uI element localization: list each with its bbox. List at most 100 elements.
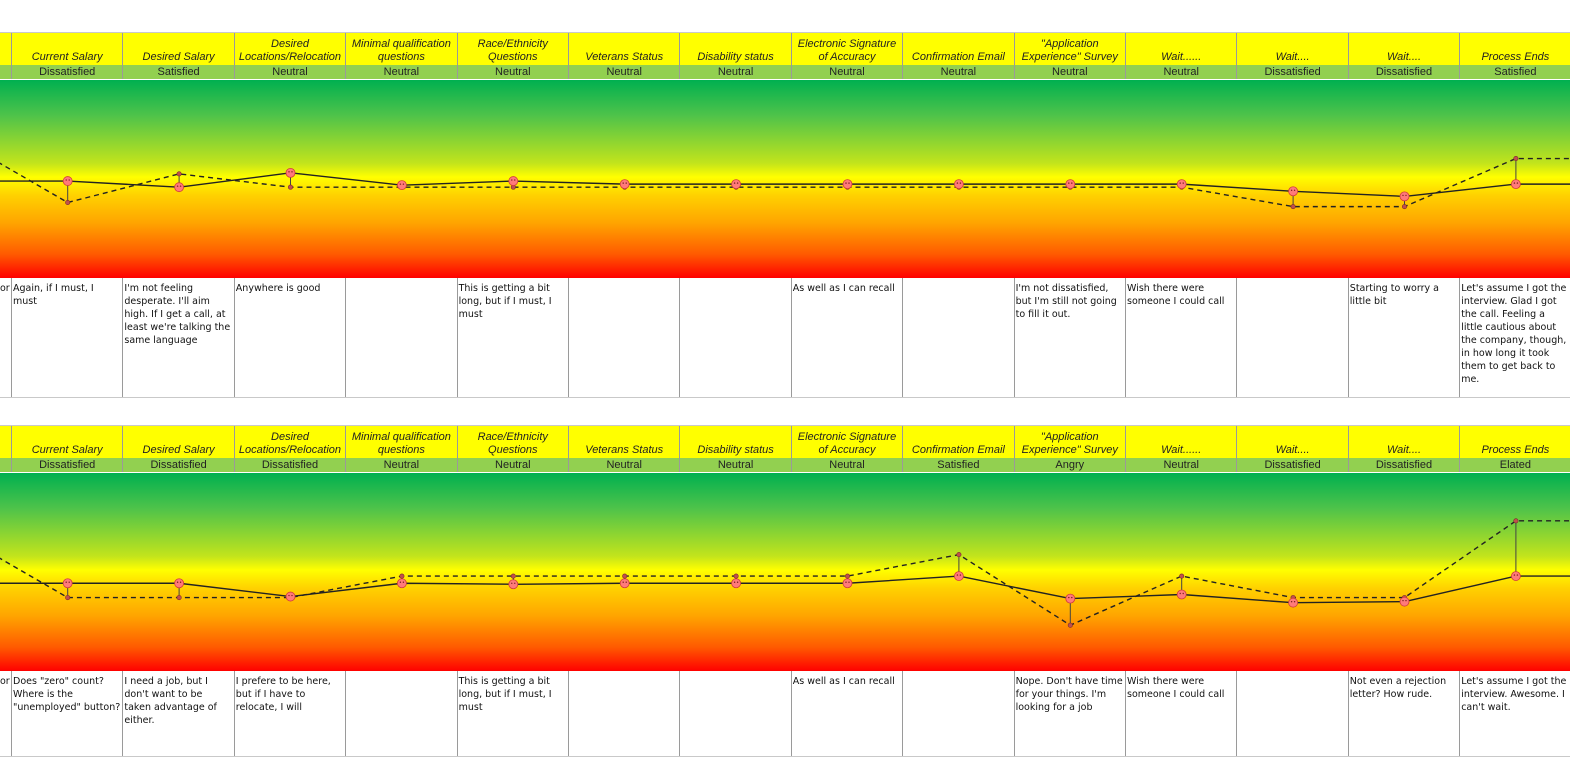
column-divider bbox=[790, 278, 792, 398]
face-eye bbox=[845, 581, 847, 583]
face-eye bbox=[176, 185, 179, 187]
column-divider bbox=[1347, 671, 1349, 757]
expectation-point bbox=[1179, 573, 1185, 579]
face-eye bbox=[1182, 592, 1184, 595]
face-eye bbox=[959, 574, 962, 576]
experience-point bbox=[1176, 179, 1187, 190]
header-cell-partial bbox=[0, 426, 12, 458]
expectation-point bbox=[287, 184, 293, 190]
emotion-label: Satisfied bbox=[1460, 65, 1570, 79]
step-header: Process Ends bbox=[1460, 33, 1570, 65]
column-divider bbox=[1347, 278, 1349, 398]
face-eye bbox=[399, 581, 402, 583]
face-eye bbox=[291, 171, 293, 173]
emotion-label: Neutral bbox=[346, 458, 458, 472]
face-eye bbox=[956, 574, 959, 576]
step-header: Desired Salary bbox=[123, 426, 235, 458]
step-note: This is getting a bit long, but if I mus… bbox=[458, 283, 552, 320]
column-divider bbox=[1013, 278, 1015, 398]
emotion-label: Neutral bbox=[680, 65, 792, 79]
column-divider bbox=[1459, 278, 1461, 398]
step-header: Current Salary bbox=[12, 33, 124, 65]
experience-point bbox=[842, 179, 853, 190]
column-divider bbox=[1125, 278, 1126, 398]
face-eye bbox=[736, 581, 739, 583]
experience-point bbox=[285, 167, 296, 178]
emotion-label: Neutral bbox=[791, 458, 904, 472]
step-header: Disability status bbox=[680, 426, 792, 458]
block-bottom-border bbox=[0, 756, 1570, 757]
expectation-point bbox=[956, 552, 962, 558]
experience-point bbox=[619, 179, 630, 190]
emotion-label: Satisfied bbox=[903, 458, 1015, 472]
emotion-label: Dissatisfied bbox=[1237, 458, 1349, 472]
face-eye bbox=[1182, 182, 1184, 184]
face-eye bbox=[176, 581, 179, 583]
step-note: Again, if I must, I must bbox=[13, 283, 94, 307]
step-note: As well as I can recall bbox=[792, 283, 895, 294]
step-header: Veterans Status bbox=[569, 33, 681, 65]
experience-point bbox=[1176, 589, 1187, 600]
face-eye bbox=[845, 182, 847, 184]
step-header: Race/Ethnicity Questions bbox=[457, 426, 569, 458]
face-eye bbox=[733, 182, 736, 184]
experience-point bbox=[731, 578, 741, 589]
experience-point bbox=[1288, 597, 1298, 608]
experience-point bbox=[1065, 593, 1076, 604]
emotion-label: Dissatisfied bbox=[1348, 65, 1461, 79]
step-header: Minimal qualification questions bbox=[346, 426, 458, 458]
step-header: Desired Locations/Relocation bbox=[234, 426, 347, 458]
face-eye bbox=[1071, 596, 1073, 599]
emotion-line-chart bbox=[0, 518, 1570, 628]
face-eye bbox=[956, 182, 959, 184]
expectation-point bbox=[733, 573, 739, 579]
experience-point bbox=[62, 176, 73, 186]
face-eye bbox=[622, 182, 624, 184]
emotion-label: Neutral bbox=[1126, 458, 1238, 472]
column-divider bbox=[233, 671, 235, 757]
face-eye bbox=[1405, 599, 1407, 602]
face-eye bbox=[1179, 592, 1181, 595]
step-header: Wait...... bbox=[1126, 33, 1238, 65]
emotion-cell-partial bbox=[0, 65, 12, 79]
emotion-label: Satisfied bbox=[123, 65, 235, 79]
column-divider bbox=[1459, 671, 1461, 757]
face-eye bbox=[291, 594, 293, 597]
step-note: I'm not feeling desperate. I'll aim high… bbox=[124, 283, 231, 346]
experience-point bbox=[954, 571, 964, 581]
emotion-label: Dissatisfied bbox=[1237, 65, 1349, 79]
expectation-point bbox=[844, 573, 850, 579]
experience-point bbox=[62, 578, 73, 589]
experience-point bbox=[174, 182, 185, 193]
emotion-label: Neutral bbox=[457, 65, 569, 79]
step-note: Wish there were someone I could call bbox=[1127, 283, 1225, 307]
column-divider bbox=[1236, 671, 1238, 757]
expectation-point bbox=[1513, 518, 1519, 524]
note-fragment: or bbox=[0, 676, 10, 687]
column-divider bbox=[233, 278, 235, 398]
notes-row: or Again, if I must, I must I'm not feelin… bbox=[0, 278, 1570, 398]
column-divider bbox=[456, 671, 458, 757]
expectation-point bbox=[1067, 622, 1073, 628]
step-header: Wait.... bbox=[1237, 426, 1349, 458]
emotion-line-chart bbox=[0, 156, 1570, 210]
face-eye bbox=[288, 594, 290, 597]
step-header: "Application Experience" Survey bbox=[1014, 33, 1126, 65]
experience-series-line bbox=[0, 575, 1570, 604]
experience-point bbox=[285, 591, 296, 602]
step-header: Confirmation Email bbox=[903, 33, 1015, 65]
experience-point bbox=[508, 579, 519, 590]
experience-point bbox=[619, 578, 630, 589]
step-note: I need a job, but I don't want to be tak… bbox=[124, 676, 217, 726]
face-eye bbox=[399, 183, 402, 185]
expectation-point bbox=[65, 595, 71, 601]
step-note: I'm not dissatisfied, but I'm still not … bbox=[1015, 283, 1117, 320]
emotion-label: Dissatisfied bbox=[123, 458, 235, 472]
experience-point bbox=[1399, 191, 1410, 202]
column-divider bbox=[122, 278, 124, 398]
experience-point bbox=[396, 578, 407, 589]
step-header: Electronic Signature of Accuracy bbox=[791, 33, 904, 65]
step-note: I prefere to be here, but if I have to r… bbox=[235, 676, 331, 713]
face-eye bbox=[1516, 574, 1519, 576]
expectation-point bbox=[399, 573, 405, 579]
